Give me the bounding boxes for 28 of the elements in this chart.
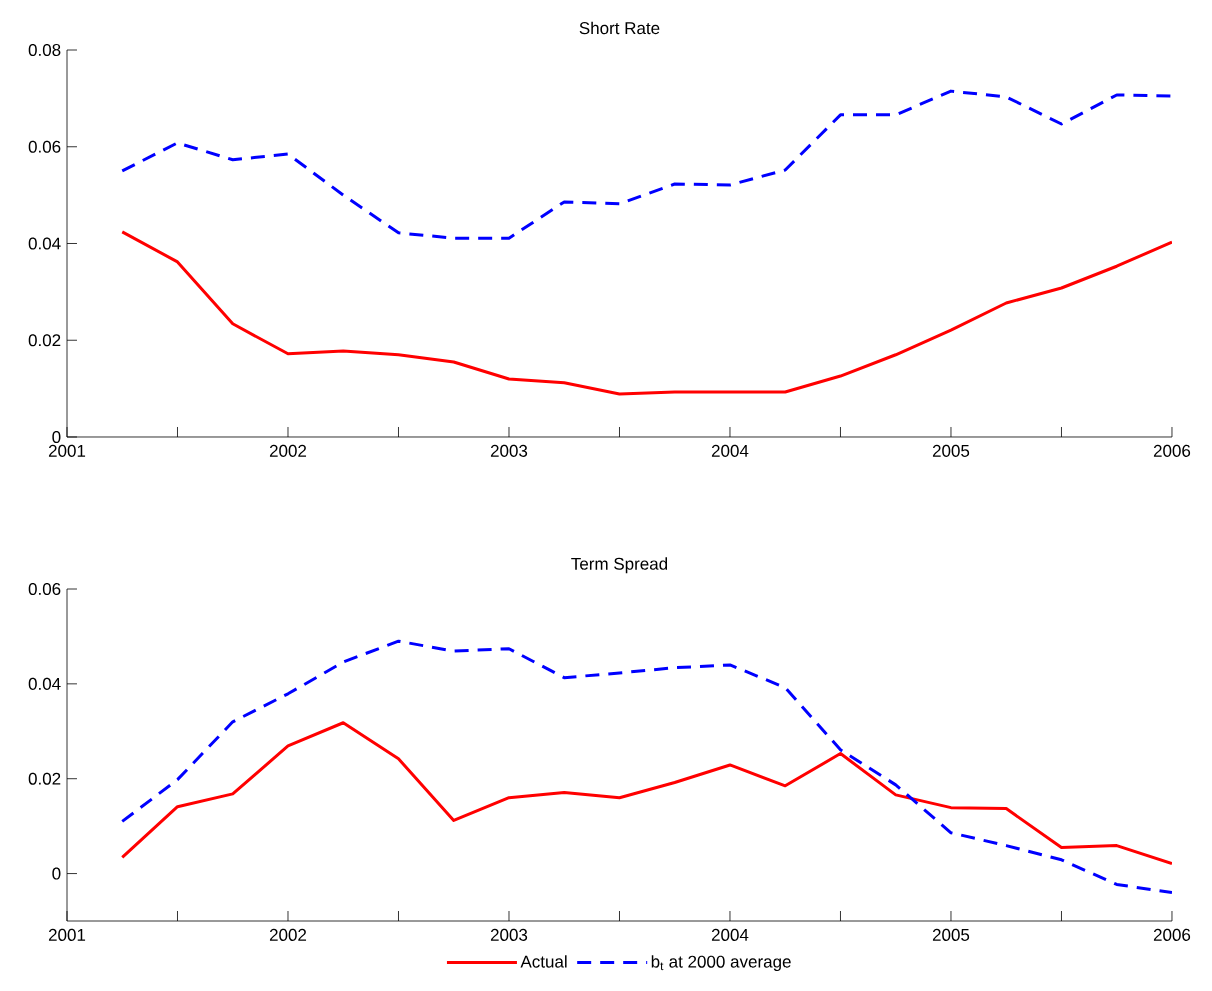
- x-tick-label: 2004: [711, 444, 749, 457]
- chart-title: Short Rate: [579, 21, 660, 35]
- x-tick-label: 2006: [1153, 444, 1191, 457]
- x-tick-label: 2004: [711, 928, 749, 941]
- x-tick-label: 2001: [48, 928, 86, 941]
- x-tick-label: 2005: [932, 444, 970, 457]
- legend-label: b$_{t}$ at 2000 average: [651, 955, 791, 972]
- y-tick-label: 0.04: [28, 237, 61, 250]
- line-series: [120, 89, 1172, 240]
- y-tick-label: 0.02: [28, 772, 61, 785]
- y-tick-label: 0.02: [28, 334, 61, 347]
- x-tick-label: 2006: [1153, 928, 1191, 941]
- x-tick-label: 2002: [269, 928, 307, 941]
- x-tick-label: 2002: [269, 444, 307, 457]
- y-tick-label: 0.06: [28, 582, 61, 596]
- line-series: [120, 721, 1172, 866]
- x-tick-label: 2001: [48, 444, 86, 457]
- y-tick-label: 0.08: [28, 43, 61, 57]
- chart-title: Term Spread: [571, 557, 668, 574]
- line-series: [120, 639, 1172, 895]
- y-tick-label: 0: [52, 430, 61, 444]
- x-tick-label: 2003: [490, 444, 528, 457]
- y-tick-label: 0.04: [28, 677, 61, 690]
- x-tick-label: 2005: [932, 928, 970, 941]
- y-tick-label: 0.06: [28, 140, 61, 153]
- x-tick-label: 2003: [490, 928, 528, 941]
- y-tick-label: 0: [52, 867, 61, 880]
- legend-label: Actual: [520, 955, 567, 968]
